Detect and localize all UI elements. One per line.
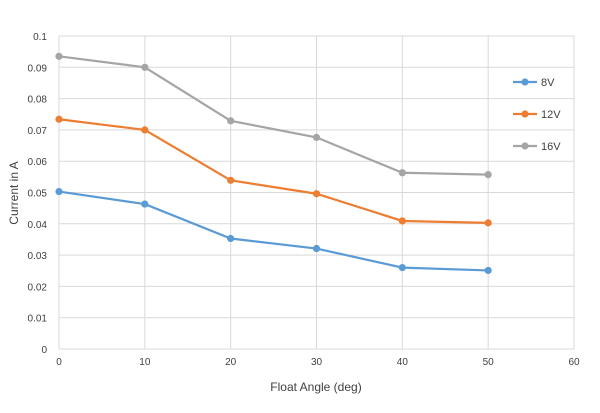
legend-marker-16V <box>521 142 529 150</box>
data-point-12V <box>398 217 406 225</box>
y-axis-label: Current in A <box>7 161 21 224</box>
data-point-12V <box>484 219 492 227</box>
legend-label: 12V <box>541 109 561 121</box>
x-tick-label: 50 <box>483 357 495 368</box>
x-tick-label: 40 <box>397 357 409 368</box>
x-axis-label: Float Angle (deg) <box>270 380 361 394</box>
x-tick-label: 0 <box>56 357 62 368</box>
y-tick-label: 0.05 <box>28 189 48 200</box>
series-line-8V <box>58 190 489 272</box>
y-tick-label: 0.06 <box>28 157 48 168</box>
data-point-16V <box>312 133 321 142</box>
data-point-12V <box>55 115 63 123</box>
legend-label: 8V <box>541 77 555 89</box>
y-tick-label: 0.09 <box>28 63 48 74</box>
y-tick-label: 0.07 <box>28 126 48 137</box>
data-point-16V <box>227 117 235 125</box>
x-tick-label: 10 <box>139 357 151 368</box>
legend-marker-12V <box>521 110 529 118</box>
y-tick-label: 0.04 <box>28 220 48 231</box>
data-point-12V <box>227 176 235 184</box>
y-tick-label: 0.08 <box>28 95 48 106</box>
tick-labels: 0 0.01 0.02 0.03 0.04 0.05 0.06 0.07 0.08 0.09 0.1… <box>28 32 580 368</box>
x-tick-label: 60 <box>568 357 580 368</box>
legend-marker-8V <box>521 78 529 86</box>
legend-label: 16V <box>541 141 561 153</box>
series-lines <box>55 52 492 275</box>
data-point-8V <box>141 200 149 208</box>
data-point-16V <box>55 52 63 60</box>
legend: 8V 12V 16V <box>510 73 564 155</box>
y-tick-label: 0 <box>41 345 47 356</box>
data-point-8V <box>398 264 406 272</box>
data-point-8V <box>227 234 235 243</box>
data-point-16V <box>141 63 149 71</box>
x-tick-label: 30 <box>311 357 323 368</box>
y-tick-label: 0.01 <box>28 314 48 325</box>
data-point-8V <box>55 187 63 196</box>
x-tick-label: 20 <box>225 357 237 368</box>
data-point-12V <box>141 126 149 134</box>
data-point-16V <box>484 171 492 179</box>
y-tick-label: 0.02 <box>28 282 48 293</box>
y-tick-label: 0.03 <box>28 251 48 262</box>
data-point-16V <box>398 169 406 177</box>
data-point-8V <box>312 244 321 253</box>
series-line-16V <box>58 55 489 176</box>
y-tick-label: 0.1 <box>33 32 47 43</box>
series-line-12V <box>58 118 489 224</box>
data-point-8V <box>484 266 492 275</box>
data-point-12V <box>312 190 321 198</box>
